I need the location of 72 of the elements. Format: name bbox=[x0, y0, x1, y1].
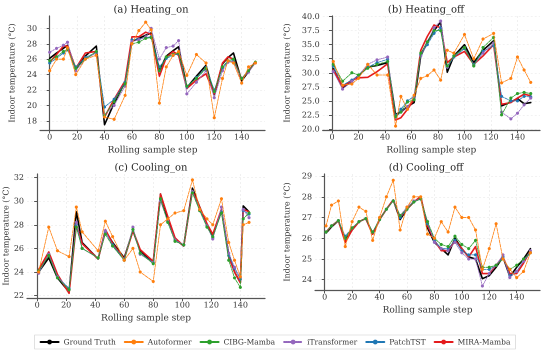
y-tick-label: 25 bbox=[302, 254, 312, 264]
x-tick-label: 20 bbox=[72, 132, 82, 142]
y-tick-label: 26 bbox=[26, 54, 38, 64]
x-tick-label: 140 bbox=[232, 300, 248, 310]
x-tick-label: 40 bbox=[374, 292, 385, 302]
y-tick-label: 22 bbox=[26, 86, 38, 95]
y-tick-label: 32.5 bbox=[302, 54, 320, 64]
x-axis-title: Rolling sample step bbox=[108, 146, 198, 156]
y-tick-label: 18 bbox=[26, 116, 38, 126]
y-tick-label: 28 bbox=[302, 192, 312, 202]
x-tick-label: 140 bbox=[234, 132, 250, 142]
chart-title: (a) Heating_on bbox=[113, 4, 190, 16]
y-tick-label: 27.5 bbox=[302, 82, 320, 92]
y-tick-label: 26 bbox=[14, 244, 24, 253]
y-tick-label: 24 bbox=[302, 275, 312, 284]
x-tick-label: 100 bbox=[179, 132, 194, 142]
x-tick-label: 20 bbox=[61, 300, 72, 310]
x-tick-label: 20 bbox=[353, 132, 364, 142]
x-tick-label: 60 bbox=[402, 292, 412, 302]
y-tick-label: 20 bbox=[26, 100, 38, 110]
y-axis-title: Indoor temperature (°C) bbox=[282, 182, 292, 282]
y-tick-label: 30 bbox=[14, 196, 24, 206]
y-tick-label: 20.0 bbox=[302, 124, 320, 134]
x-tick-label: 40 bbox=[380, 132, 390, 142]
x-tick-label: 40 bbox=[99, 132, 110, 142]
y-tick-label: 30 bbox=[26, 24, 38, 33]
x-axis-title: Rolling sample step bbox=[386, 146, 477, 156]
x-tick-label: 0 bbox=[329, 132, 335, 142]
y-axis-title: Indoor temperature (°C) bbox=[1, 186, 10, 286]
x-axis-title: Rolling sample step bbox=[101, 313, 192, 324]
y-tick-label: 28 bbox=[14, 220, 24, 230]
y-tick-label: 24 bbox=[26, 70, 38, 80]
x-tick-label: 100 bbox=[456, 132, 472, 142]
chart-title: (c) Cooling_on bbox=[114, 162, 188, 174]
x-tick-label: 60 bbox=[119, 300, 130, 310]
chart-title: (d) Cooling_off bbox=[388, 162, 464, 174]
y-axis-title: Indoor temperature (°C) bbox=[282, 23, 292, 123]
y-tick-label: 25.0 bbox=[302, 96, 320, 106]
x-tick-label: 80 bbox=[154, 132, 164, 142]
x-tick-label: 20 bbox=[347, 292, 358, 302]
y-tick-label: 28 bbox=[26, 39, 38, 48]
x-tick-label: 120 bbox=[206, 132, 222, 142]
x-tick-label: 80 bbox=[148, 300, 158, 310]
y-tick-label: 27 bbox=[302, 213, 312, 222]
y-tick-label: 30.0 bbox=[302, 68, 320, 78]
x-tick-label: 60 bbox=[406, 132, 417, 142]
y-tick-label: 29 bbox=[302, 172, 312, 181]
y-tick-label: 22 bbox=[14, 291, 24, 300]
x-tick-label: 40 bbox=[90, 300, 100, 310]
y-tick-label: 35.0 bbox=[302, 40, 320, 50]
y-tick-label: 22.5 bbox=[302, 110, 320, 120]
x-tick-label: 140 bbox=[509, 292, 524, 302]
y-tick-label: 37.5 bbox=[302, 26, 320, 36]
x-tick-label: 0 bbox=[322, 292, 328, 302]
x-tick-label: 100 bbox=[174, 300, 190, 310]
y-tick-label: 40.0 bbox=[302, 12, 320, 22]
x-tick-label: 120 bbox=[204, 300, 219, 310]
x-tick-label: 0 bbox=[34, 300, 40, 310]
x-tick-label: 120 bbox=[482, 292, 497, 302]
x-tick-label: 120 bbox=[483, 132, 499, 142]
x-tick-label: 100 bbox=[454, 292, 470, 302]
y-tick-label: 24 bbox=[14, 268, 24, 277]
y-tick-label: 26 bbox=[302, 234, 312, 243]
y-axis-title: Indoor temperature (°C) bbox=[8, 23, 16, 123]
x-tick-label: 80 bbox=[429, 292, 440, 302]
y-tick-label: 32 bbox=[14, 173, 24, 182]
x-tick-label: 60 bbox=[126, 132, 138, 142]
x-tick-label: 140 bbox=[510, 132, 526, 142]
x-tick-label: 0 bbox=[47, 132, 52, 142]
x-tick-label: 80 bbox=[432, 132, 444, 142]
chart-title: (b) Heating_off bbox=[388, 4, 465, 16]
x-axis-title: Rolling sample step bbox=[382, 306, 473, 316]
